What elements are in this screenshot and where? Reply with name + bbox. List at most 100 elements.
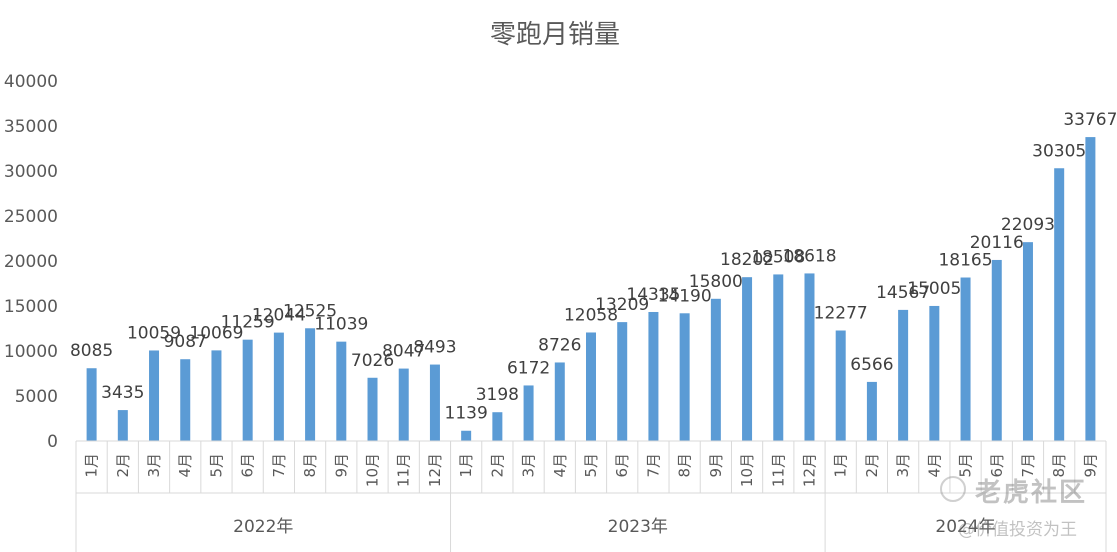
bar bbox=[1085, 137, 1096, 442]
data-label: 11039 bbox=[314, 315, 368, 335]
bar bbox=[242, 339, 253, 441]
bar bbox=[86, 368, 97, 441]
y-tick-label: 15000 bbox=[4, 297, 58, 317]
x-tick-label: 12月 bbox=[426, 453, 444, 487]
bar bbox=[211, 350, 222, 441]
bar bbox=[929, 305, 940, 441]
x-tick-label: 11月 bbox=[395, 453, 413, 487]
data-label: 13209 bbox=[595, 295, 649, 315]
data-label: 7026 bbox=[351, 351, 394, 371]
x-tick-label: 5月 bbox=[582, 453, 600, 478]
chart-title: 零跑月销量 bbox=[490, 20, 620, 50]
data-label: 6172 bbox=[507, 358, 550, 378]
bar bbox=[835, 330, 846, 441]
data-label: 15800 bbox=[689, 272, 743, 292]
x-tick-label: 2月 bbox=[488, 453, 506, 478]
x-tick-label: 9月 bbox=[1081, 453, 1099, 478]
data-label: 3198 bbox=[476, 385, 519, 405]
x-tick-label: 11月 bbox=[769, 453, 787, 487]
data-label: 18618 bbox=[782, 246, 836, 266]
x-tick-label: 7月 bbox=[644, 453, 662, 478]
x-tick-label: 9月 bbox=[332, 453, 350, 478]
x-tick-label: 4月 bbox=[176, 453, 194, 478]
bar bbox=[273, 332, 284, 441]
y-tick-label: 40000 bbox=[4, 72, 58, 92]
bar bbox=[429, 364, 440, 441]
x-tick-label: 2月 bbox=[114, 453, 132, 478]
data-label: 8085 bbox=[70, 341, 113, 361]
data-label: 3435 bbox=[101, 383, 144, 403]
data-label: 20116 bbox=[970, 233, 1024, 253]
x-tick-label: 10月 bbox=[738, 453, 756, 487]
bar bbox=[554, 362, 565, 441]
x-tick-label: 12月 bbox=[800, 453, 818, 487]
x-tick-label: 3月 bbox=[145, 453, 163, 478]
x-tick-label: 8月 bbox=[1050, 453, 1068, 478]
group-label: 2022年 bbox=[233, 517, 293, 537]
data-label: 6566 bbox=[850, 355, 893, 375]
x-tick-label: 4月 bbox=[925, 453, 943, 478]
bar bbox=[180, 359, 191, 441]
group-label: 2023年 bbox=[608, 517, 668, 537]
bar bbox=[617, 322, 628, 441]
x-tick-label: 5月 bbox=[957, 453, 975, 478]
y-tick-label: 35000 bbox=[4, 117, 58, 137]
bar bbox=[991, 259, 1002, 441]
bar bbox=[367, 377, 378, 441]
bar bbox=[898, 309, 909, 441]
data-label: 8726 bbox=[538, 335, 581, 355]
x-tick-label: 1月 bbox=[832, 453, 850, 478]
bar bbox=[804, 273, 815, 441]
data-label: 14335 bbox=[626, 285, 680, 305]
watermark-author: @价值投资为王 bbox=[958, 520, 1077, 540]
x-tick-label: 3月 bbox=[520, 453, 538, 478]
data-label: 18508 bbox=[751, 247, 805, 267]
data-label: 33767 bbox=[1063, 110, 1117, 130]
bar bbox=[461, 430, 472, 441]
data-label: 10059 bbox=[127, 323, 181, 343]
y-axis: 0 5000 10000 15000 20000 25000 30000 35000 40000 bbox=[4, 72, 58, 452]
data-label: 12058 bbox=[564, 305, 618, 325]
data-label: 22093 bbox=[1001, 215, 1055, 235]
watermark-title: 老虎社区 bbox=[975, 478, 1088, 508]
x-tick-label: 1月 bbox=[83, 453, 101, 478]
y-tick-label: 25000 bbox=[4, 207, 58, 227]
data-label: 9087 bbox=[164, 332, 207, 352]
bar bbox=[117, 410, 128, 441]
data-label: 1139 bbox=[445, 404, 488, 424]
bar bbox=[742, 277, 753, 441]
x-axis: 1月 2月 3月 4月 5月 6月 7月 8月 9月 10月 11月 12月 2022年 1月 2月 3月 4月… bbox=[75, 440, 1107, 552]
bar bbox=[523, 385, 534, 441]
bar bbox=[648, 311, 659, 441]
y-tick-label: 5000 bbox=[15, 387, 58, 407]
data-label: 15005 bbox=[907, 279, 961, 299]
bar bbox=[773, 274, 784, 441]
x-tick-label: 6月 bbox=[613, 453, 631, 478]
data-label: 11259 bbox=[221, 313, 275, 333]
bar bbox=[336, 341, 347, 441]
x-tick-label: 7月 bbox=[270, 453, 288, 478]
x-tick-label: 7月 bbox=[1019, 453, 1037, 478]
data-label: 14190 bbox=[658, 286, 712, 306]
bar bbox=[679, 313, 690, 441]
bar bbox=[586, 332, 596, 441]
data-label: 30305 bbox=[1032, 141, 1086, 161]
group-label: 2024年 bbox=[935, 517, 995, 537]
y-tick-label: 20000 bbox=[4, 252, 58, 272]
data-label: 12044 bbox=[252, 306, 306, 326]
watermark-logo-icon bbox=[940, 476, 966, 502]
data-label: 18165 bbox=[938, 251, 992, 271]
data-label: 8493 bbox=[413, 338, 456, 358]
data-label: 12277 bbox=[814, 304, 868, 324]
bar bbox=[1022, 242, 1033, 441]
data-label: 14567 bbox=[876, 283, 930, 303]
bar bbox=[710, 298, 721, 441]
data-label: 10069 bbox=[189, 323, 243, 343]
x-tick-label: 10月 bbox=[364, 453, 382, 487]
x-tick-label: 2月 bbox=[863, 453, 881, 478]
y-tick-label: 30000 bbox=[4, 162, 58, 182]
bars: 8085 3435 10059908710069112591204412525110… bbox=[70, 110, 1117, 442]
bar bbox=[1054, 168, 1065, 441]
bar bbox=[492, 412, 503, 441]
bar bbox=[960, 277, 971, 441]
